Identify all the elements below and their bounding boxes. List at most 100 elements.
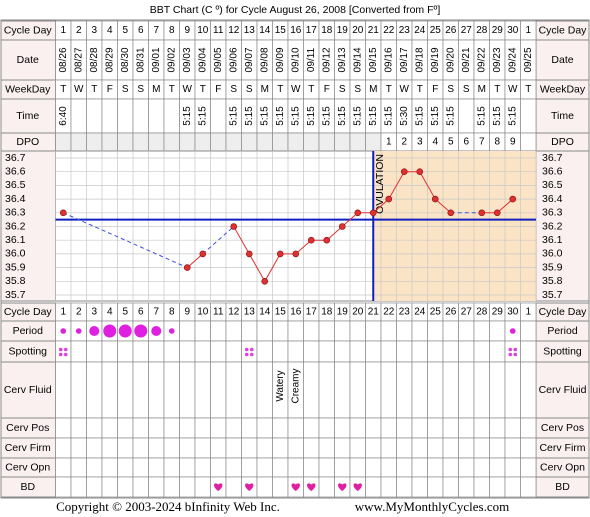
cell	[520, 476, 537, 498]
temp-point	[230, 223, 238, 230]
date: 09/09	[275, 47, 286, 72]
cell	[396, 320, 413, 342]
weekday: W	[291, 84, 301, 95]
cycle-day: 29	[492, 307, 504, 318]
period-dot	[89, 326, 100, 336]
cell	[318, 417, 335, 439]
cell	[427, 417, 444, 439]
cell	[458, 340, 475, 363]
cell	[473, 320, 490, 342]
date: 09/05	[213, 47, 224, 72]
bd-heart	[291, 483, 300, 491]
cycle-day: 25	[430, 307, 442, 318]
cell	[272, 457, 289, 478]
y-tick-label: 36.3	[542, 207, 563, 219]
cell	[132, 340, 149, 363]
time: 5:15	[492, 106, 503, 126]
cell	[55, 417, 72, 439]
cell	[225, 132, 242, 152]
cell	[427, 437, 444, 459]
y-tick-label: 36.2	[5, 220, 26, 232]
date: 09/23	[492, 47, 503, 72]
row-label: Time	[551, 110, 574, 122]
cell	[411, 476, 428, 498]
temp-point	[478, 209, 486, 217]
cell	[473, 361, 490, 419]
cycle-day: 20	[352, 307, 364, 318]
cell	[163, 437, 180, 459]
y-tick-label: 36.3	[5, 207, 26, 219]
label-cell	[535, 361, 590, 419]
spotting-mark	[58, 347, 68, 357]
weekday: T	[308, 84, 314, 95]
cycle-day: 30	[507, 25, 519, 36]
cell	[86, 476, 103, 498]
cell	[210, 457, 227, 478]
cell	[473, 457, 490, 478]
cell	[504, 417, 521, 439]
cell	[55, 476, 72, 498]
cell	[365, 340, 382, 363]
cell	[287, 437, 304, 459]
row-label: Spotting	[543, 345, 582, 357]
date: 09/01	[151, 47, 162, 72]
site-url[interactable]: www.MyMonthlyCycles.com	[355, 499, 509, 514]
cell	[117, 417, 134, 439]
cell	[504, 457, 521, 478]
row-label: Cerv Fluid	[539, 384, 587, 396]
y-tick-label: 36.7	[5, 152, 26, 164]
temp-point	[354, 209, 362, 217]
cell	[287, 417, 304, 439]
cell	[272, 320, 289, 342]
y-tick-label: 35.8	[5, 275, 26, 287]
cell	[210, 132, 227, 152]
cell	[272, 340, 289, 363]
time: 5:15	[275, 106, 286, 126]
row-label: Period	[547, 325, 578, 337]
temp-point	[431, 195, 439, 203]
cell	[256, 132, 273, 152]
cell	[194, 457, 211, 478]
cell	[349, 132, 366, 152]
time: 5:15	[476, 106, 487, 126]
row-label: Period	[13, 325, 44, 337]
cell	[241, 457, 258, 478]
cell	[117, 457, 134, 478]
cell	[334, 417, 351, 439]
cell	[194, 361, 211, 419]
weekday: W	[508, 84, 518, 95]
cell	[241, 437, 258, 459]
spot-dot	[513, 347, 518, 352]
spot-dot	[513, 352, 518, 357]
date: 09/07	[244, 47, 255, 72]
y-tick-label: 36.4	[542, 193, 563, 205]
date: 09/18	[414, 47, 425, 72]
cycle-day: 6	[138, 307, 144, 318]
spot-dot	[63, 347, 68, 352]
cycle-day: 9	[184, 307, 190, 318]
cell	[55, 361, 72, 419]
date: 08/26	[58, 47, 69, 72]
cell	[489, 417, 506, 439]
cycle-day: 21	[368, 25, 380, 36]
date: 09/21	[461, 47, 472, 72]
row-label: Cycle Day	[539, 24, 588, 36]
temp-point	[261, 277, 269, 285]
cell	[365, 437, 382, 459]
y-tick-label: 36.2	[542, 220, 563, 232]
cycle-day: 7	[153, 25, 159, 36]
temp-point	[199, 250, 207, 258]
weekday: T	[91, 84, 97, 95]
cell	[55, 340, 72, 363]
cell	[442, 457, 459, 478]
cell	[520, 417, 537, 439]
time: 5:15	[244, 106, 255, 126]
cell	[334, 132, 351, 152]
y-tick-label: 36.6	[5, 165, 26, 177]
cell	[520, 320, 537, 342]
cell	[194, 417, 211, 439]
date: 08/31	[135, 47, 146, 72]
cell	[86, 437, 103, 459]
y-tick-label: 35.9	[5, 261, 26, 273]
cell	[256, 476, 273, 498]
